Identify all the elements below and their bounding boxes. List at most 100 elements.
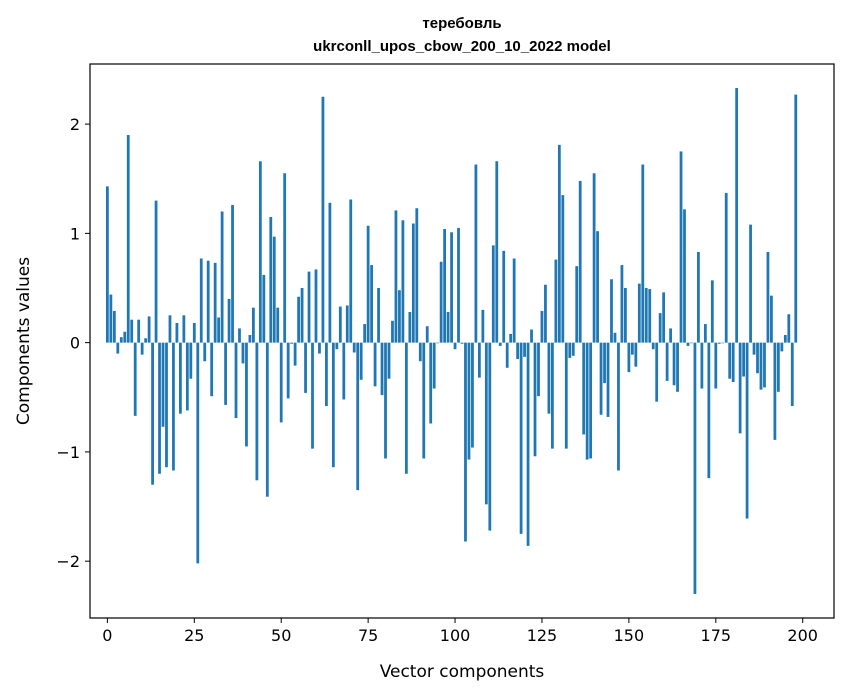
bar: [158, 342, 161, 474]
bar: [321, 96, 325, 343]
bar: [432, 342, 436, 389]
bar: [651, 342, 655, 350]
bar: [179, 342, 182, 414]
bar: [690, 342, 693, 344]
bar: [568, 342, 572, 358]
chart-title: теребовль: [422, 15, 501, 32]
bar: [189, 342, 193, 379]
bar: [477, 342, 481, 378]
bar: [297, 296, 300, 343]
bar: [575, 266, 579, 343]
bar: [669, 328, 672, 343]
bar: [116, 342, 120, 354]
bar: [328, 202, 332, 343]
bar: [599, 342, 603, 415]
bar: [728, 342, 732, 379]
bar: [168, 315, 172, 343]
bar: [335, 342, 339, 350]
x-tick-label: 175: [701, 626, 732, 645]
bar: [109, 294, 113, 343]
x-tick-label: 25: [184, 626, 204, 645]
bar: [304, 342, 307, 393]
bar: [272, 236, 276, 343]
bar: [783, 334, 787, 343]
bar: [672, 342, 676, 386]
bar: [683, 209, 686, 343]
bar: [731, 342, 735, 382]
bar: [495, 161, 499, 343]
x-tick-label: 125: [527, 626, 558, 645]
bar: [644, 288, 648, 343]
bar: [133, 342, 137, 416]
bar: [766, 251, 770, 343]
bar: [248, 334, 252, 343]
bar: [415, 208, 419, 343]
bar: [224, 342, 227, 405]
bar: [342, 342, 346, 400]
bar: [620, 265, 624, 343]
bar: [752, 342, 756, 355]
bar: [196, 342, 200, 564]
bar: [314, 269, 318, 343]
bar: [571, 342, 575, 356]
bar: [509, 333, 513, 343]
bar: [537, 342, 540, 397]
bar: [217, 317, 221, 343]
bar: [756, 342, 759, 374]
bar: [199, 258, 203, 343]
bar: [773, 342, 777, 440]
y-axis-ticks: −2 −1 0 1 2: [56, 115, 90, 571]
bar: [679, 151, 683, 343]
y-tick-label: 1: [70, 224, 80, 243]
bar: [533, 342, 537, 457]
bar: [231, 204, 234, 343]
x-axis-label: Vector components: [380, 662, 545, 682]
x-tick-label: 75: [358, 626, 378, 645]
bar: [203, 342, 207, 362]
bar: [714, 342, 718, 389]
bar: [238, 328, 241, 343]
bar: [182, 315, 186, 343]
bar: [345, 305, 349, 343]
bar: [318, 342, 321, 354]
bar: [418, 342, 422, 362]
x-tick-label: 200: [787, 626, 818, 645]
bar: [554, 259, 558, 343]
bar: [154, 200, 158, 343]
x-tick-label: 100: [440, 626, 471, 645]
bar: [790, 342, 794, 407]
bar: [505, 342, 509, 368]
bar: [585, 342, 589, 460]
bar: [283, 173, 287, 343]
bar: [384, 342, 387, 459]
bar: [770, 295, 773, 343]
bar: [112, 310, 116, 343]
bar: [710, 280, 714, 343]
bar: [655, 342, 659, 402]
bar: [363, 324, 367, 343]
bar: [258, 161, 262, 343]
bar: [356, 342, 360, 491]
bar: [592, 173, 596, 343]
bar: [234, 342, 238, 419]
bar: [192, 322, 196, 343]
bar: [165, 342, 168, 468]
bar: [373, 342, 377, 387]
bar: [523, 342, 526, 357]
bar: [387, 342, 391, 379]
bar: [658, 313, 662, 343]
bar: [641, 164, 645, 343]
bar: [759, 342, 763, 390]
bar: [613, 332, 617, 343]
bar: [481, 309, 485, 343]
bar: [738, 342, 742, 434]
bar: [290, 342, 294, 344]
bar: [721, 342, 725, 344]
bar: [293, 342, 297, 366]
bar: [422, 342, 426, 459]
bar: [606, 342, 610, 417]
bar: [464, 342, 467, 542]
x-tick-label: 150: [614, 626, 645, 645]
bar: [471, 342, 474, 448]
bar: [408, 312, 412, 343]
